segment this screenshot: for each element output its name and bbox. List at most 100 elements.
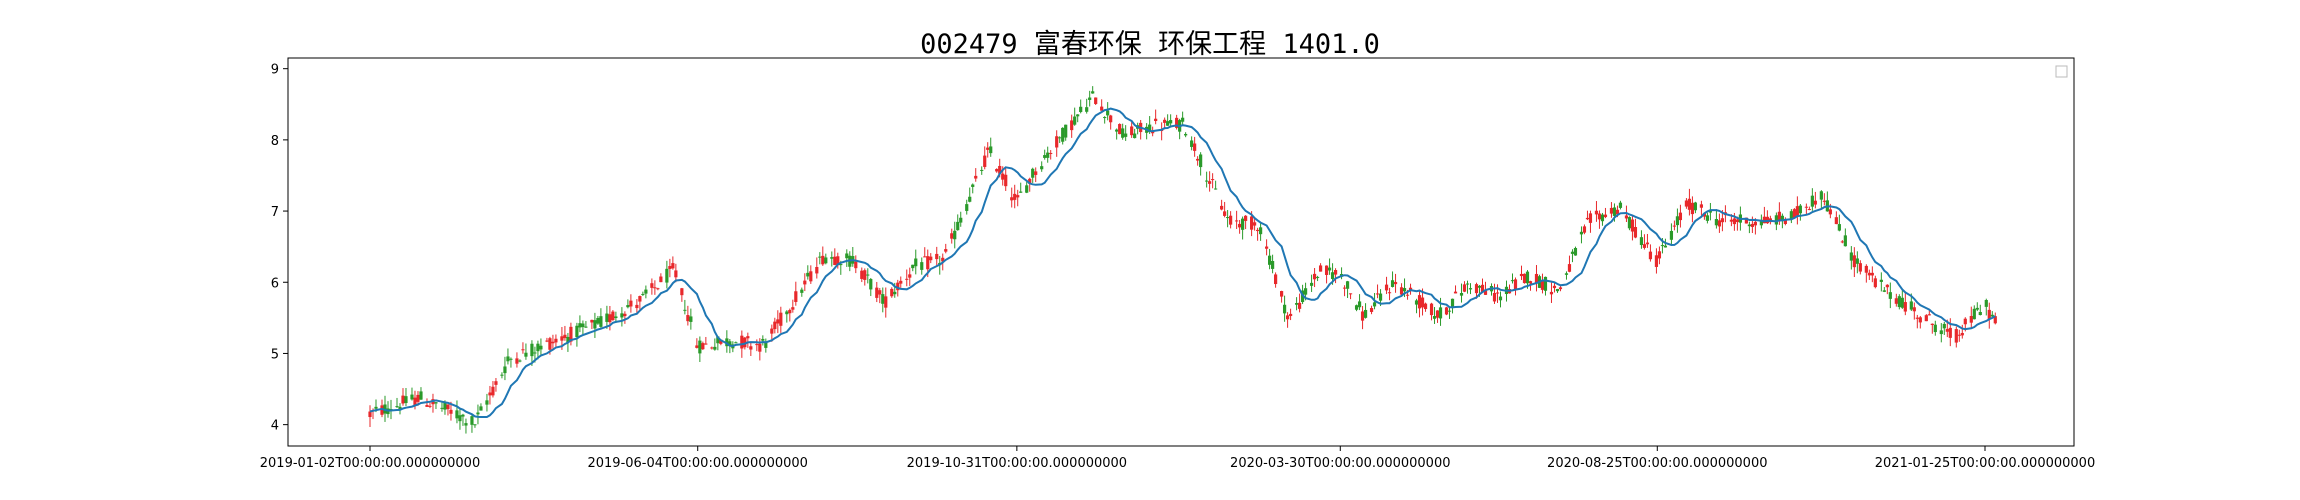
candle-body [914,258,918,267]
candle-body [923,256,927,258]
candle-body [1220,205,1224,210]
candle-body [593,320,597,329]
candle-body [1229,215,1233,225]
candle-body [1294,303,1299,305]
candle-body [1423,303,1428,310]
candle-body [1627,217,1632,229]
candle-body [1046,152,1050,158]
candle-body [1031,168,1035,178]
candle-body [1169,120,1173,124]
candle-body [536,343,540,352]
candle-body [1279,291,1284,297]
candle-body [1699,204,1704,208]
candle-body [1573,247,1578,256]
candle-body [1483,290,1488,295]
candle-body [1133,133,1137,139]
candle-body [401,395,405,404]
candle-body [1792,209,1796,218]
candle-body [485,400,489,405]
candle-body [1615,209,1620,215]
candle-body [1492,292,1497,302]
candle-body [1073,116,1077,125]
candle-body [1076,114,1080,117]
candle-body [1363,309,1368,318]
candle-body [461,414,465,417]
candle-body [524,352,528,357]
candle-body [1708,211,1713,213]
candle-body [785,311,789,315]
candle-body [1714,219,1719,226]
candle-body [1822,200,1826,202]
candle-body [533,352,537,354]
candle-body [1858,263,1862,272]
candle-body [1840,241,1844,243]
candle-body [1025,185,1029,193]
candle-body [515,358,519,364]
candle-body [1438,307,1443,319]
candle-body [1348,293,1353,295]
candle-body [953,230,957,240]
candle-body [1256,229,1260,232]
candle-body [1969,315,1973,323]
candle-body [863,270,867,280]
candle-body [1732,218,1736,225]
candle-body [1897,296,1901,308]
candle-body [1193,143,1197,151]
candle-body [1214,188,1218,190]
candle-body [1528,281,1533,284]
candle-body [1196,158,1200,161]
candle-body [653,287,657,289]
candle-body [1273,274,1278,285]
candle-body [1633,226,1638,238]
candle-body [1303,288,1308,295]
candle-body [416,394,420,402]
candle-body [1834,217,1838,225]
candle-body [599,316,603,327]
candle-body [1705,215,1710,221]
candle-body [1244,215,1248,221]
candle-body [1399,287,1404,295]
candle-body [1013,193,1017,200]
candle-body [1055,136,1059,148]
candle-body [674,270,678,278]
candle-body [935,253,939,260]
candle-body [605,313,609,322]
candle-body [491,386,495,396]
candle-body [1106,110,1110,116]
candle-body [1028,178,1032,184]
candle-body [1909,301,1913,310]
candle-body [1094,97,1098,104]
candle-body [563,334,567,339]
candle-body [1315,276,1320,278]
candle-body [1783,218,1787,224]
candle-body [1070,120,1074,131]
candle-body [374,406,378,409]
candle-body [806,272,810,277]
candle-body [1327,267,1332,271]
candle-body [1864,265,1868,273]
x-tick-label: 2021-01-25T00:00:00.000000000 [1875,456,2095,471]
candle-body [1810,195,1814,207]
candle-body [1309,282,1314,286]
candle-body [761,338,765,341]
candle-body [1297,302,1302,309]
candle-body [590,319,594,323]
candle-body [1918,317,1922,323]
candle-body [1402,288,1407,292]
candle-body [1930,323,1934,326]
candle-body [608,314,612,323]
candle-body [1954,329,1958,343]
candle-body [1513,279,1518,290]
candle-body [1777,211,1781,222]
candle-body [1879,279,1883,282]
candle-body [1333,270,1338,275]
x-tick-label: 2019-10-31T00:00:00.000000000 [907,456,1127,471]
candle-body [1522,273,1527,284]
legend-box [2055,65,2068,78]
candle-body [1852,255,1856,268]
candle-body [470,416,474,425]
candle-body [545,340,549,342]
candle-body [1091,91,1095,94]
y-tick-label: 7 [271,205,279,220]
